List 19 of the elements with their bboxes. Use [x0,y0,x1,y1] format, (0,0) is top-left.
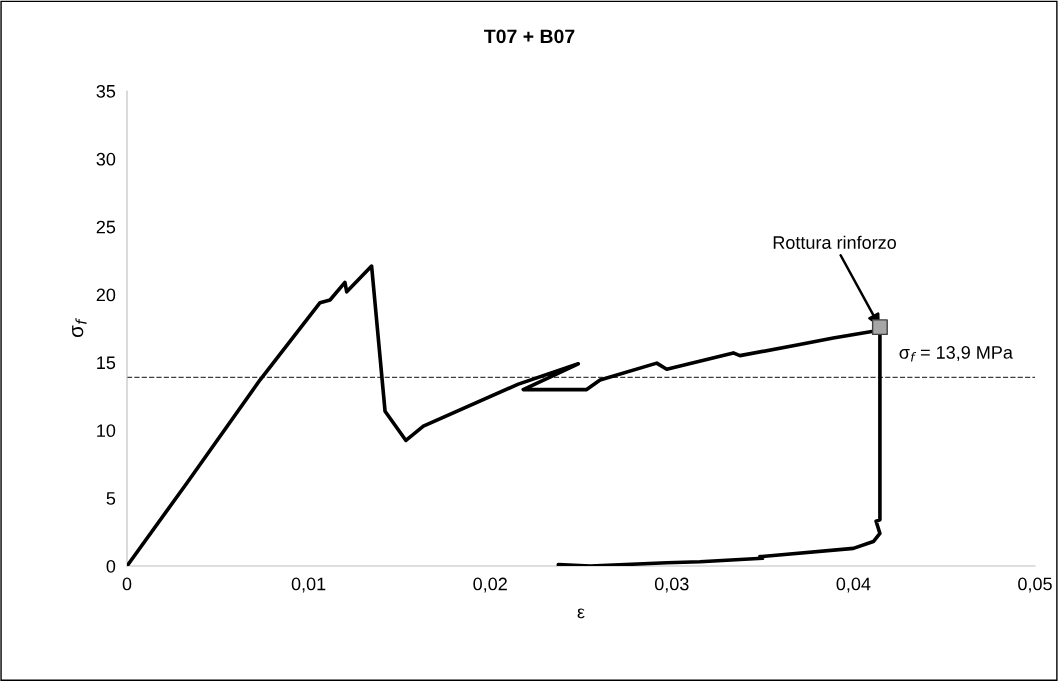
annotation: Rottura rinforzo [773,235,896,249]
y-axis-title: σ$_{f}$ [72,317,87,338]
x-axis-title: ε [577,608,585,619]
y-tick-label: 15 [97,356,116,370]
y-tick-label: 5 [106,492,116,505]
x-tick-label: 0,03 [654,577,689,593]
x-tick-label: 0,01 [291,577,326,593]
y-tick-label: 0 [106,559,116,573]
y-tick-label: 25 [96,220,116,234]
ref-line-label: σ$_{f}$ = 13,9 MPa [899,346,1013,362]
y-tick-label: 35 [96,84,116,98]
y-tick-label: 30 [96,152,116,166]
x-tick-label: 0,04 [836,577,871,593]
x-tick-label: 0,02 [473,577,507,593]
x-tick-label: 0,05 [1018,577,1052,593]
y-tick-label: 20 [96,288,116,302]
chart-title: T07 + B07 [484,29,575,44]
y-tick-label: 10 [97,424,116,438]
x-tick-label: 0 [122,577,132,591]
